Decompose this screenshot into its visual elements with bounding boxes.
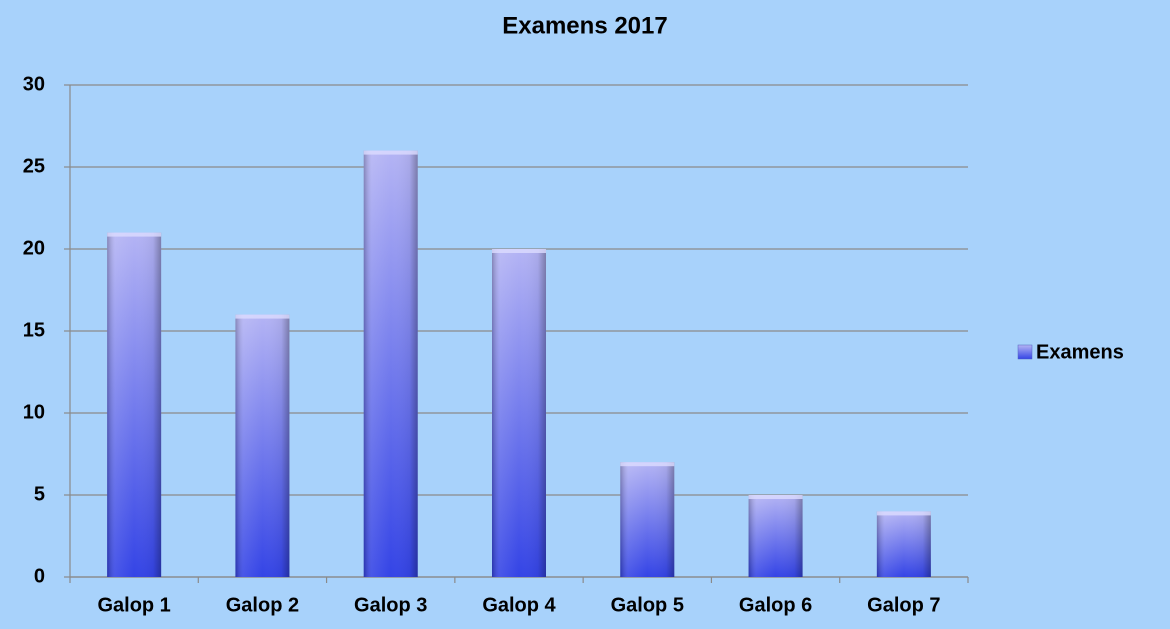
- bar: [492, 249, 546, 577]
- chart-title: Examens 2017: [502, 12, 667, 39]
- x-tick-label: Galop 6: [739, 594, 812, 616]
- bar: [363, 150, 418, 577]
- x-tick-label: Galop 7: [867, 594, 940, 616]
- y-tick-label: 15: [23, 319, 45, 341]
- bar: [620, 462, 675, 577]
- bar: [235, 314, 290, 577]
- legend-swatch: [1017, 344, 1033, 360]
- bar: [876, 511, 931, 577]
- x-tick-label: Galop 3: [354, 594, 427, 616]
- x-tick-label: Galop 2: [226, 594, 299, 616]
- y-tick-label: 30: [23, 73, 45, 95]
- x-tick-label: Galop 4: [482, 594, 556, 616]
- bar: [107, 232, 162, 577]
- x-tick-label: Galop 5: [611, 594, 684, 616]
- y-tick-label: 5: [34, 483, 45, 505]
- y-tick-label: 20: [23, 237, 45, 259]
- y-tick-label: 25: [23, 155, 45, 177]
- y-tick-label: 10: [23, 401, 45, 423]
- bar: [748, 495, 803, 577]
- y-tick-label: 0: [34, 565, 45, 587]
- legend-label: Examens: [1036, 341, 1124, 363]
- x-tick-label: Galop 1: [97, 594, 170, 616]
